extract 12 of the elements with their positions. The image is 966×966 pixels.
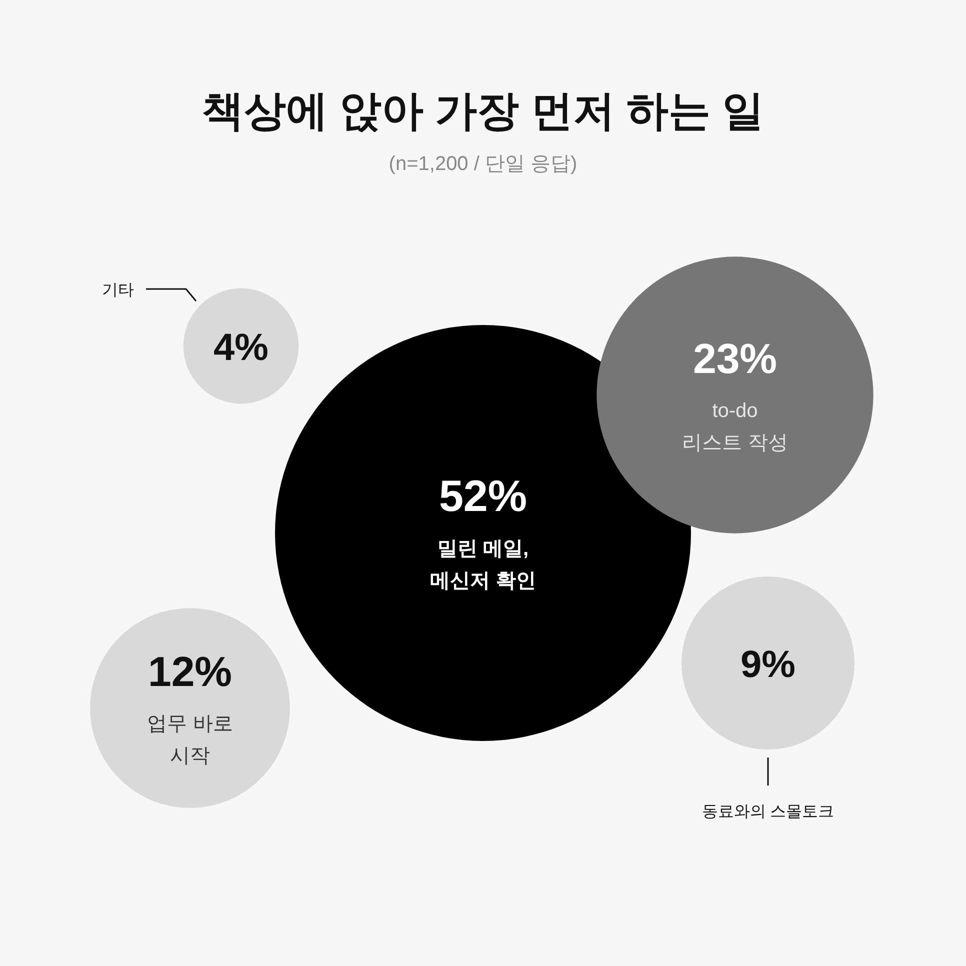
data-label: 52% <box>438 472 528 521</box>
data-label: 23% <box>692 335 778 382</box>
category-label: 기타 <box>102 282 134 300</box>
text: 책상에 앉아 가장 먼저 하는 일 <box>202 87 764 134</box>
category-label: 동료와의 스몰토크 <box>702 804 834 821</box>
category-label: 업무 바로 시작 <box>147 713 233 767</box>
category-label: 밀린 메일, 메신저 확인 <box>430 538 536 592</box>
data-label: 4% <box>214 327 268 369</box>
category-label: to-do 리스트 작성 <box>682 400 788 454</box>
data-label: 9% <box>740 644 796 686</box>
text: (n=1,200 / 단일 응답) <box>388 153 578 175</box>
data-label: 12% <box>148 648 232 695</box>
